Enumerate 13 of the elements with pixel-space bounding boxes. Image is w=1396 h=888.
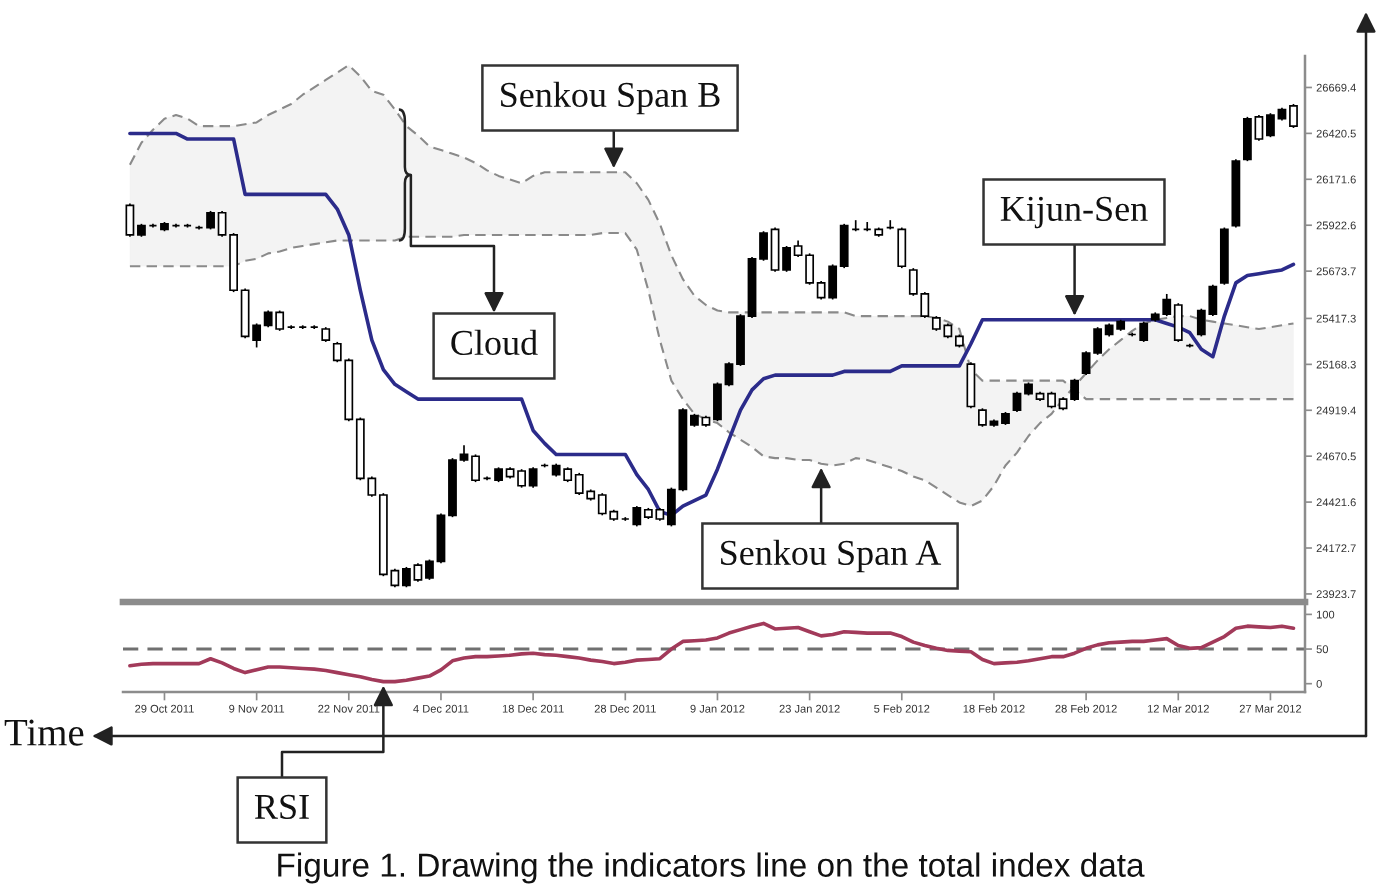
series-label: Senkou Span B bbox=[501, 81, 720, 115]
line-series bbox=[128, 131, 1296, 518]
line-series bbox=[128, 232, 1295, 508]
annotation: Cloud bbox=[451, 329, 538, 356]
candlestick bbox=[966, 361, 976, 410]
text: RSI bbox=[254, 794, 309, 820]
series-label: Senkou Span A bbox=[721, 539, 942, 573]
caption: Figure 1. Drawing the indicators line on the total index data bbox=[278, 852, 1145, 884]
line-series bbox=[128, 621, 1296, 684]
candlestick bbox=[897, 226, 907, 269]
x-axis-title: Time bbox=[4, 719, 84, 746]
text: Kijun-Sen bbox=[1000, 196, 1148, 229]
line-series bbox=[128, 64, 1295, 401]
